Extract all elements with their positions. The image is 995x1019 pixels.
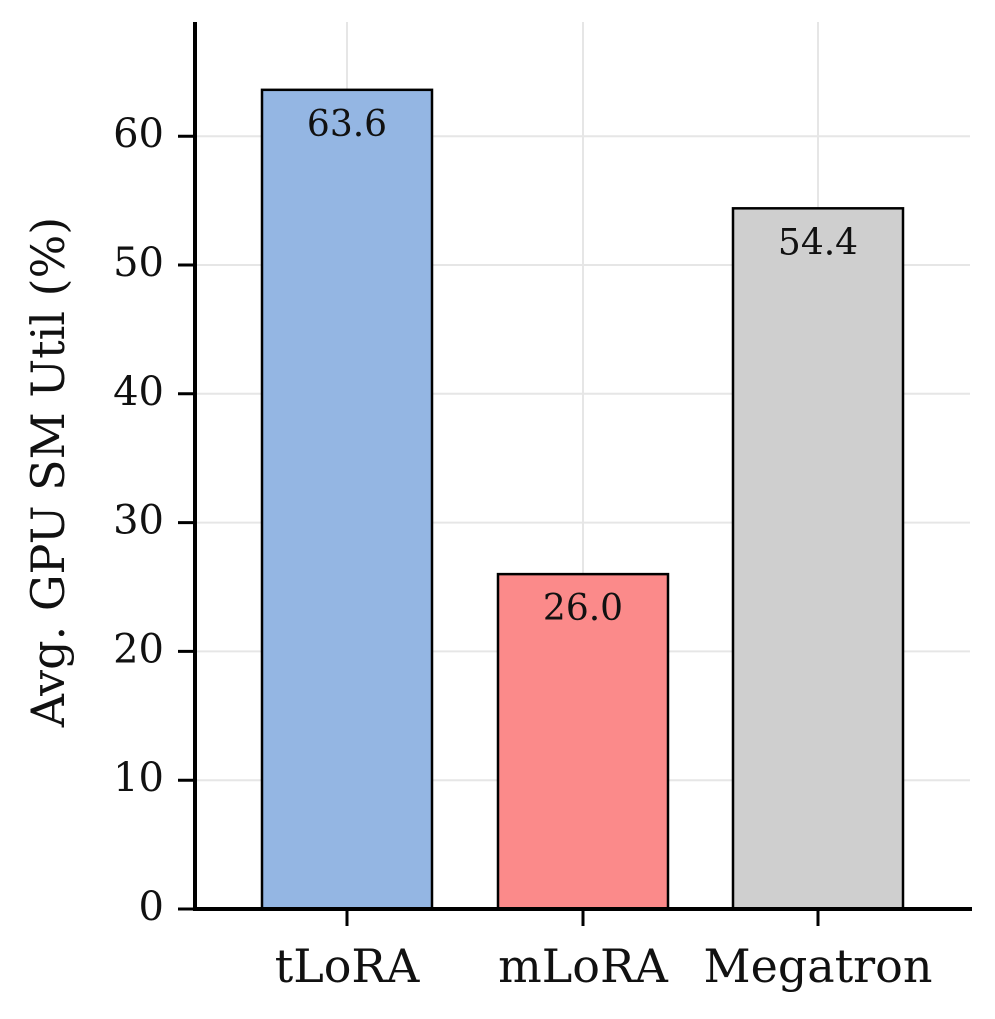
y-tick-label: 0	[139, 884, 164, 930]
bar-value-label: 63.6	[307, 104, 387, 145]
x-tick-label: tLoRA	[275, 939, 420, 993]
y-axis-title: Avg. GPU SM Util (%)	[21, 217, 75, 728]
bar-value-label: 26.0	[543, 588, 623, 629]
bars	[260, 88, 905, 911]
bar-megatron	[731, 207, 905, 911]
x-tick-label: Megatron	[704, 939, 933, 993]
y-tick-label: 50	[113, 240, 164, 286]
bar-value-label: 54.4	[778, 222, 858, 263]
y-tick-label: 20	[113, 626, 164, 672]
y-tick-label: 30	[113, 498, 164, 544]
y-tick-label: 10	[113, 755, 164, 801]
bar-tlora	[260, 88, 434, 911]
y-tick-label: 60	[113, 111, 164, 157]
ticks: 0 10 20 30 40 50 60 tLoRA mLoRA Megatron	[113, 111, 932, 993]
x-tick-label: mLoRA	[498, 939, 668, 993]
y-tick-label: 40	[113, 369, 164, 415]
data-labels: 63.6 26.0 54.4	[307, 104, 858, 629]
